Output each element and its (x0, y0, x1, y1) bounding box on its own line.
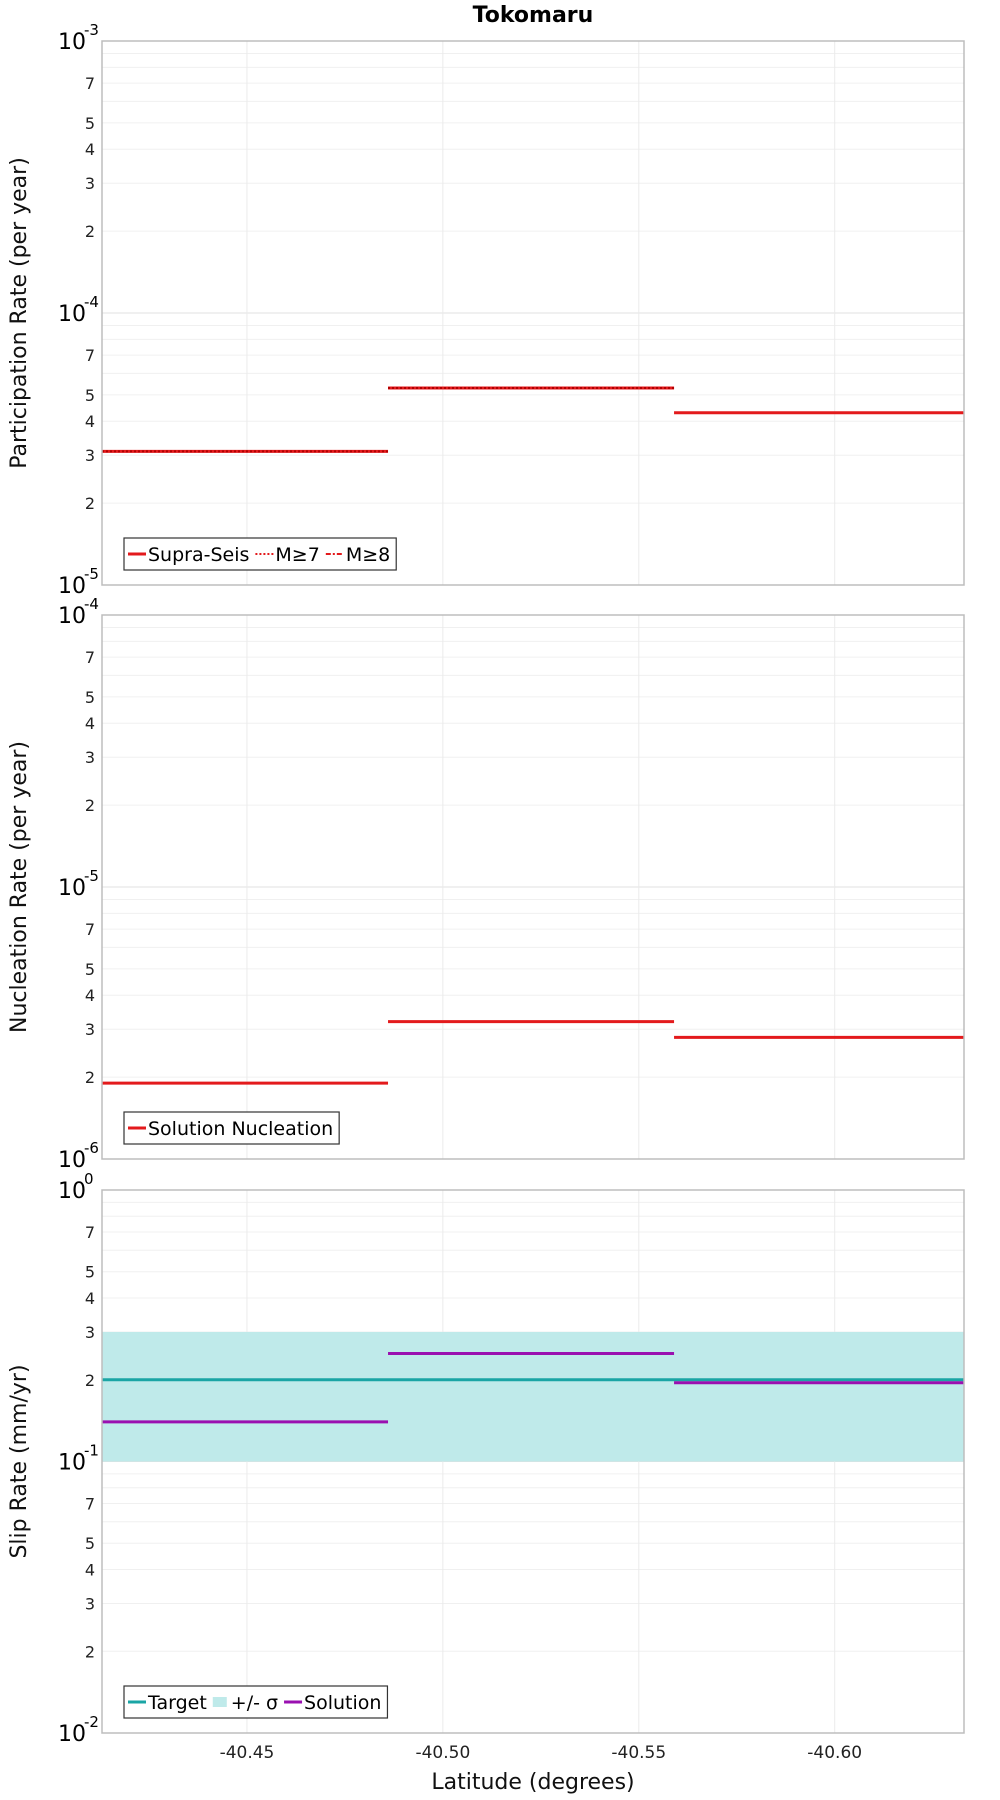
slip-y-decade-label: 10 (58, 1451, 86, 1476)
slip-legend-box (123, 1685, 389, 1719)
sigma-band (102, 1331, 964, 1462)
participation-legend: Supra-Seis M≥7 M≥8 (123, 537, 397, 571)
nucleation-y-tick-label: 7 (85, 920, 95, 939)
nucleation-y-decade-label: 10 (58, 876, 86, 901)
slip-legend-swatch-band (212, 1697, 227, 1707)
nucleation-y-tick-label: 2 (85, 796, 95, 815)
participation-y-decade-label: 10 (58, 30, 86, 55)
slip-y-tick-label: 3 (85, 1594, 95, 1613)
nucleation-y-tick-label: 4 (85, 714, 95, 733)
nucleation-y-axis-label: Nucleation Rate (per year) (7, 741, 32, 1033)
slip-y-decade-exponent: 0 (84, 1170, 94, 1188)
participation-legend-label-2: M≥8 (346, 544, 390, 566)
x-tick-label: -40.55 (611, 1743, 666, 1763)
nucleation-y-decade-exponent: -5 (84, 867, 99, 885)
nucleation-y-tick-label: 5 (85, 960, 95, 979)
slip-y-tick-label: 7 (85, 1495, 95, 1514)
slip-y-tick-label: 2 (85, 1642, 95, 1661)
slip-y-decade-label: 10 (58, 1722, 86, 1747)
nucleation-y-decade-label: 10 (58, 1148, 86, 1173)
participation-y-decade-exponent: -4 (84, 293, 99, 311)
nucleation-y-decade-exponent: -6 (84, 1139, 99, 1157)
slip-y-tick-label: 5 (85, 1263, 95, 1282)
slip-y-tick-label: 7 (85, 1223, 95, 1242)
x-tick-label: -40.50 (415, 1743, 470, 1763)
nucleation-y-tick-label: 2 (85, 1068, 95, 1087)
slip-legend-label-2: Solution (304, 1692, 381, 1714)
participation-y-tick-label: 4 (85, 140, 95, 159)
nucleation-plot-frame (101, 614, 965, 1160)
nucleation-y-decade-label: 10 (58, 604, 86, 629)
participation-y-tick-label: 3 (85, 174, 95, 193)
participation-y-tick-label: 3 (85, 446, 95, 465)
participation-legend-label-1: M≥7 (275, 544, 319, 566)
slip-y-tick-label: 4 (85, 1289, 95, 1308)
slip-y-tick-label: 5 (85, 1534, 95, 1553)
slip-y-axis-label: Slip Rate (mm/yr) (7, 1364, 32, 1558)
slip-y-tick-label: 4 (85, 1561, 95, 1580)
participation-y-tick-label: 7 (85, 346, 95, 365)
slip-y-tick-label: 3 (85, 1323, 95, 1342)
chart-title: Tokomaru (473, 3, 594, 28)
participation-y-tick-label: 7 (85, 74, 95, 93)
participation-y-decade-exponent: -5 (84, 565, 99, 583)
participation-y-tick-label: 2 (85, 494, 95, 513)
slip-y-decade-exponent: -2 (84, 1713, 99, 1731)
participation-y-tick-label: 4 (85, 412, 95, 431)
nucleation-legend-box (123, 1111, 340, 1145)
participation-y-tick-label: 2 (85, 222, 95, 241)
slip-y-decade-exponent: -1 (84, 1442, 99, 1460)
slip-plot-frame (101, 1189, 965, 1734)
nucleation-y-tick-label: 3 (85, 748, 95, 767)
nucleation-y-tick-label: 5 (85, 688, 95, 707)
x-tick-label: -40.60 (807, 1743, 862, 1763)
participation-legend-label-0: Supra-Seis (148, 544, 249, 566)
nucleation-y-tick-label: 3 (85, 1020, 95, 1039)
participation-y-axis-label: Participation Rate (per year) (7, 157, 32, 469)
slip-legend: Target +/- σ Solution (123, 1685, 389, 1719)
slip-legend-label-0: Target (147, 1692, 207, 1714)
slip-y-decade-label: 10 (58, 1179, 86, 1204)
nucleation-y-decade-exponent: -4 (84, 595, 99, 613)
x-tick-label: -40.45 (220, 1743, 275, 1763)
participation-plot-frame (101, 40, 965, 586)
nucleation-legend-label-0: Solution Nucleation (148, 1118, 333, 1140)
nucleation-legend: Solution Nucleation (123, 1111, 340, 1145)
x-axis-label: Latitude (degrees) (431, 1770, 634, 1795)
participation-y-decade-label: 10 (58, 302, 86, 327)
nucleation-y-tick-label: 7 (85, 648, 95, 667)
participation-y-decade-label: 10 (58, 574, 86, 599)
participation-y-tick-label: 5 (85, 386, 95, 405)
slip-legend-label-1: +/- σ (231, 1692, 278, 1714)
participation-y-decade-exponent: -3 (84, 21, 99, 39)
participation-y-tick-label: 5 (85, 114, 95, 133)
slip-y-tick-label: 2 (85, 1371, 95, 1390)
nucleation-y-tick-label: 4 (85, 986, 95, 1005)
